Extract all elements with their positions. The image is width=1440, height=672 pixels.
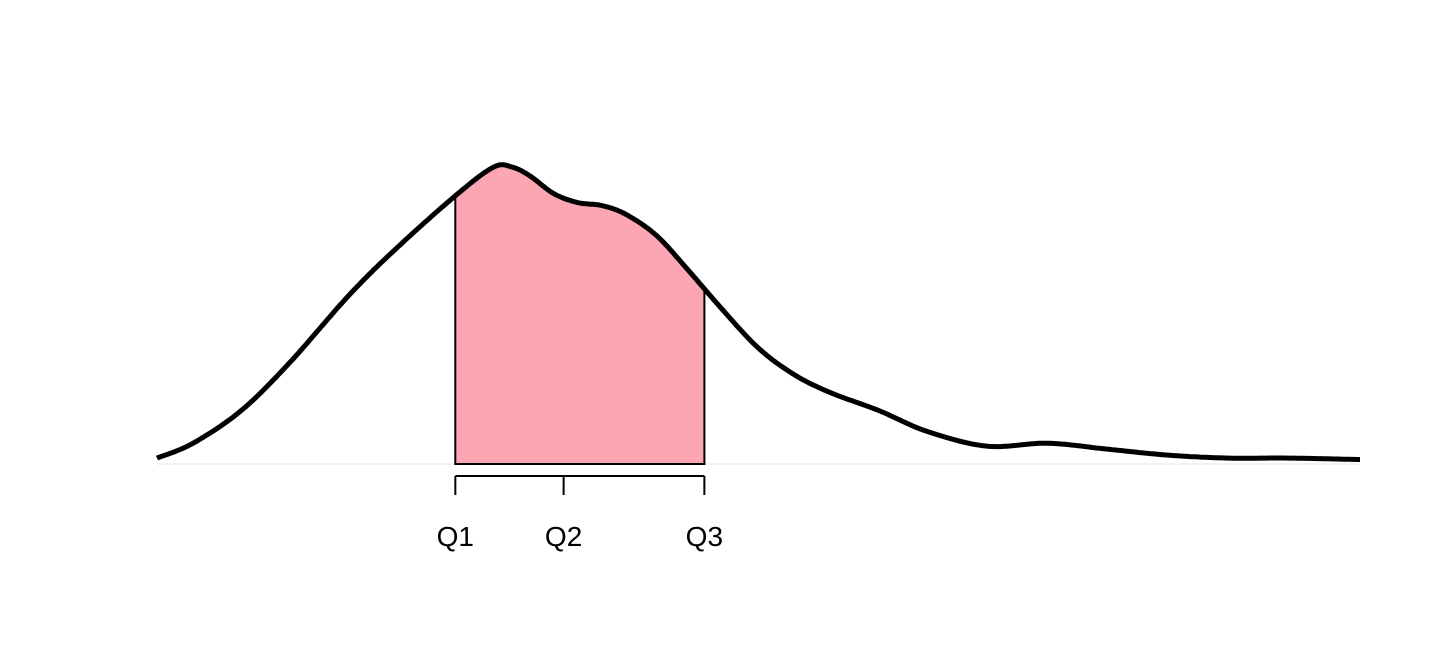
iqr-shaded-area	[454, 163, 706, 465]
quartile-label-q3: Q3	[686, 521, 723, 552]
quartile-axis: Q1 Q2 Q3	[437, 475, 723, 552]
quartile-label-q1: Q1	[437, 521, 474, 552]
quartile-label-q2: Q2	[545, 521, 582, 552]
density-curve	[155, 162, 1361, 462]
